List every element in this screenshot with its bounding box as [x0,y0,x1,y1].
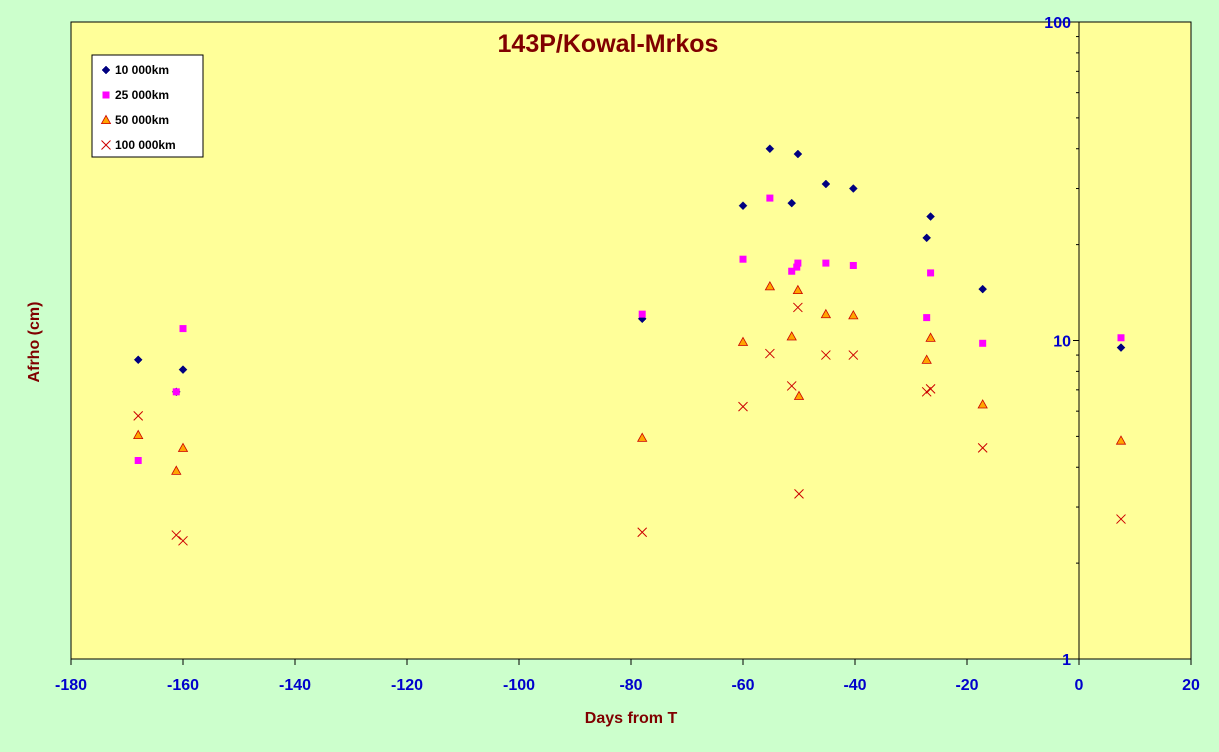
data-point [794,488,804,499]
series-100-000km [133,302,1126,546]
data-point [792,284,804,295]
data-point [172,388,180,396]
x-tick-label: -100 [503,677,535,694]
data-point [133,410,144,421]
data-point [793,390,805,400]
legend-marker [100,114,112,124]
data-point [978,284,988,294]
x-tick-label: -140 [279,677,311,694]
data-point [925,383,936,394]
legend-entry-label: 50 000km [115,113,169,127]
data-point [766,194,774,202]
x-tick-label: -40 [843,677,866,694]
legend-box [91,54,204,158]
data-point [848,309,859,320]
data-point [921,354,932,364]
data-point [1116,514,1126,524]
data-point [793,263,801,271]
x-tick-label: 20 [1182,677,1200,694]
data-point [786,381,797,391]
legend: 10 000km 25 000km 50 000km 100 000km [91,54,204,158]
x-tick-label: -20 [955,677,978,694]
data-point [177,442,189,452]
data-point [979,339,987,347]
data-points [133,144,1127,546]
data-point [178,365,188,375]
data-point [977,399,988,409]
data-point [765,144,775,154]
data-point [133,355,143,365]
y-tick-label: 10 [1053,334,1071,351]
data-point [637,432,648,442]
data-point [739,255,747,263]
data-point [923,314,931,322]
legend-marker [102,91,110,99]
data-point [171,530,182,540]
data-point [821,350,831,360]
data-point [738,201,748,211]
x-axis-label: Days from T [585,710,678,727]
data-point [765,348,775,359]
data-point [926,212,935,221]
legend-marker [101,140,111,150]
data-point [921,386,932,397]
data-point [848,184,858,193]
axes: -180 -160 -140 -120 -100 -80 -60 -40 -20 0 20 1 10 10… [55,15,1200,694]
data-point [848,350,859,360]
data-point [764,280,776,291]
y-axis-label: Afrho (cm) [26,302,43,383]
data-point [793,302,803,313]
y-tick-label: 1 [1062,652,1071,669]
data-point [925,332,936,342]
y-tick-label: 100 [1044,15,1071,32]
data-point [178,535,188,546]
data-point [737,336,749,346]
x-tick-label: -60 [731,677,754,694]
x-tick-label: -80 [619,677,642,694]
x-tick-label: 0 [1075,677,1084,694]
series-25-000km [134,194,1125,464]
x-tick-label: -180 [55,677,87,694]
data-point [638,310,646,318]
x-tick-label: -120 [391,677,423,694]
data-point [1116,343,1126,352]
legend-entry-label: 25 000km [115,88,169,102]
data-point [133,429,144,440]
data-point [922,233,932,243]
data-point [1117,334,1125,342]
data-point [1115,435,1127,445]
data-point [171,465,182,475]
data-point [787,198,797,208]
data-point [822,259,830,267]
data-point [179,325,187,333]
data-point [786,331,797,341]
data-point [793,149,803,159]
data-point [977,443,988,453]
data-point [134,456,142,464]
chart-title: 143P/Kowal-Mrkos [498,30,719,58]
data-point [820,308,832,319]
x-tick-label: -160 [167,677,199,694]
data-point [794,259,802,267]
data-point [637,527,648,538]
legend-entry-label: 100 000km [115,138,176,152]
data-point [821,179,831,189]
legend-entry-label: 10 000km [115,63,169,77]
plot-area [70,21,1192,660]
data-point [927,269,935,277]
data-point [738,401,748,412]
data-point [788,267,796,275]
series-50-000km [133,280,1127,475]
legend-marker [101,65,111,75]
data-point [849,261,857,269]
